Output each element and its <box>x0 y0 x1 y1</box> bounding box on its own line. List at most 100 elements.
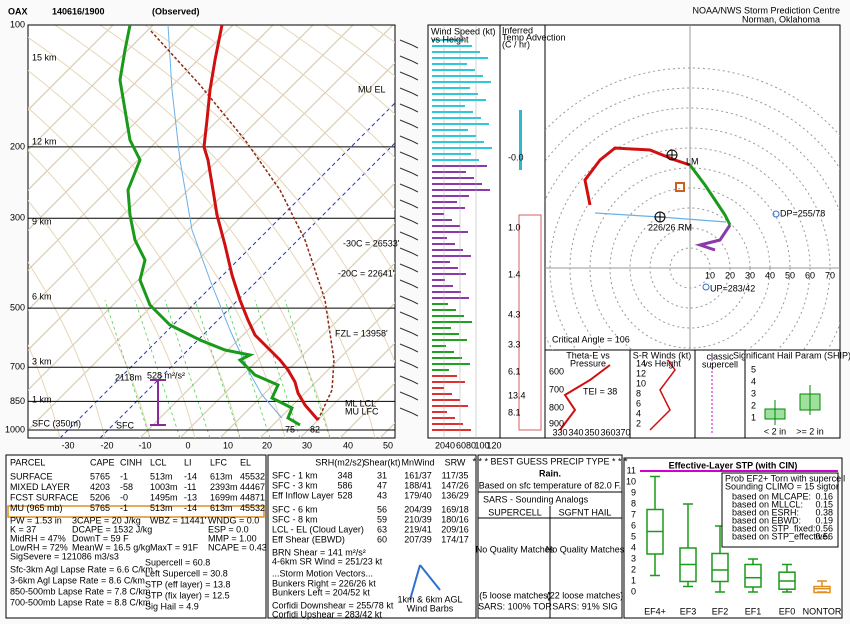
temp-label: 10 <box>223 440 233 450</box>
theta-tlabel: 330 <box>552 427 567 437</box>
sr-hlabel: 4 <box>636 408 641 418</box>
line <box>411 220 419 225</box>
ring-label: 20 <box>725 270 735 280</box>
kin-srw: 117/35 <box>442 470 469 480</box>
kin-shear: 31 <box>377 470 387 480</box>
line <box>399 391 413 398</box>
status: (Observed) <box>152 6 200 16</box>
line <box>411 108 419 113</box>
line <box>411 140 419 145</box>
temp-label: 30 <box>302 440 312 450</box>
kin-srw: 136/29 <box>441 490 469 500</box>
temp-label: -10 <box>138 440 151 450</box>
height-label: 12 km <box>32 136 57 146</box>
line <box>28 25 354 351</box>
adv-value: 13.4 <box>508 390 526 400</box>
index: NCAPE = 0.43 <box>208 542 267 552</box>
sars-header: SUPERCELL <box>488 507 542 517</box>
temp-f: 82 <box>310 424 320 434</box>
dp: DP=255/78 <box>780 208 825 218</box>
parcel-cell: FCST SURFACE <box>10 492 78 502</box>
parcel-cell: 2393m <box>210 482 238 492</box>
stp-box <box>813 585 831 594</box>
kin-srw: 174/17 <box>441 534 469 544</box>
line <box>399 87 413 94</box>
stp-box <box>711 552 729 583</box>
line <box>411 316 419 321</box>
theta-e-trace <box>559 364 611 431</box>
wind-axis: 120 <box>486 440 501 450</box>
ship-title: Significant Hail Param (SHIP) <box>733 350 850 360</box>
adv-title: Temp Advection <box>502 32 566 42</box>
parcel-cell: 44467' <box>240 482 267 492</box>
dp-marker <box>772 210 780 218</box>
sars-match: No Quality Matches <box>546 544 625 554</box>
parcel-cell: 45532' <box>240 471 267 481</box>
eff-srh: 528 m²/s² <box>147 370 185 380</box>
sars-result: SARS: 100% TOR <box>478 601 552 611</box>
parcel-cell: 4203 <box>90 482 110 492</box>
ring-label: 50 <box>785 270 795 280</box>
advection-bar <box>519 110 522 170</box>
kin-srh: 528 <box>337 490 352 500</box>
height-label: 6 km <box>32 291 52 301</box>
line <box>399 407 413 414</box>
parcel-cell: -14 <box>184 503 197 513</box>
temp-label: -30 <box>61 440 74 450</box>
composite: Supercell = 60.8 <box>145 557 210 567</box>
line <box>399 103 413 110</box>
height-label: 1 km <box>32 394 52 404</box>
wind-title: Wind Speed (kt) <box>431 26 496 36</box>
kin-mnwind: 210/39 <box>404 514 432 524</box>
location: Norman, Oklahoma <box>742 14 820 24</box>
kin-mnwind: 207/39 <box>404 534 432 544</box>
composite: STP (fix layer) = 12.5 <box>145 590 230 600</box>
tei: TEI = 38 <box>583 386 617 396</box>
height-label: 9 km <box>32 216 52 226</box>
line <box>254 299 301 438</box>
ml-lcl: ML LCL <box>345 398 376 408</box>
parcel-cell: 5765 <box>90 503 110 513</box>
index: MidRH = 47% <box>10 533 66 543</box>
skewt-lines <box>28 25 395 438</box>
adv-title: (C / hr) <box>502 39 530 49</box>
up-marker <box>702 283 710 291</box>
line <box>399 199 413 206</box>
line <box>28 25 194 191</box>
storm-marker <box>675 182 685 192</box>
adv-title: Inferred <box>502 25 533 35</box>
motion-line: Corfidi Upshear = 283/42 kt <box>272 609 382 619</box>
line <box>399 151 413 158</box>
dry-adiabat <box>54 25 376 438</box>
sr-hlabel: 10 <box>636 378 646 388</box>
line <box>399 119 413 126</box>
parcel-cell: 513m <box>150 471 173 481</box>
kin-srw: 209/16 <box>441 524 469 534</box>
stp-ylabel: 9 <box>631 487 636 497</box>
height-label: 15 km <box>32 52 57 62</box>
line <box>411 124 419 129</box>
temp-label: 50 <box>383 440 393 450</box>
line <box>28 25 114 111</box>
stp-basis-value: 0.16 <box>815 491 833 501</box>
ship-ylabel: 5 <box>751 364 756 374</box>
parcel-header: LFC <box>210 457 228 467</box>
wind-axis: 60 <box>456 440 466 450</box>
wind-axis: 80 <box>466 440 476 450</box>
sr-hlabel: 14 <box>636 358 646 368</box>
kin-shear: 43 <box>377 490 387 500</box>
line <box>399 39 413 46</box>
index: PW = 1.53 in <box>10 515 62 525</box>
stp-basis: based on STP_effective: <box>732 531 830 541</box>
stp-basis-value: 0.56 <box>815 523 833 533</box>
precip-basis: Based on sfc temperature of 82.0 F. <box>479 480 622 490</box>
height-label: SFC (350m) <box>32 418 81 428</box>
ring-label: 70 <box>825 270 835 280</box>
line <box>411 364 419 369</box>
wind-axis: 40 <box>445 440 455 450</box>
stp-xlabel: NONTOR <box>803 606 842 616</box>
line <box>399 375 413 382</box>
kin-srh: 348 <box>337 470 352 480</box>
stp-basis-value: 0.15 <box>815 499 833 509</box>
